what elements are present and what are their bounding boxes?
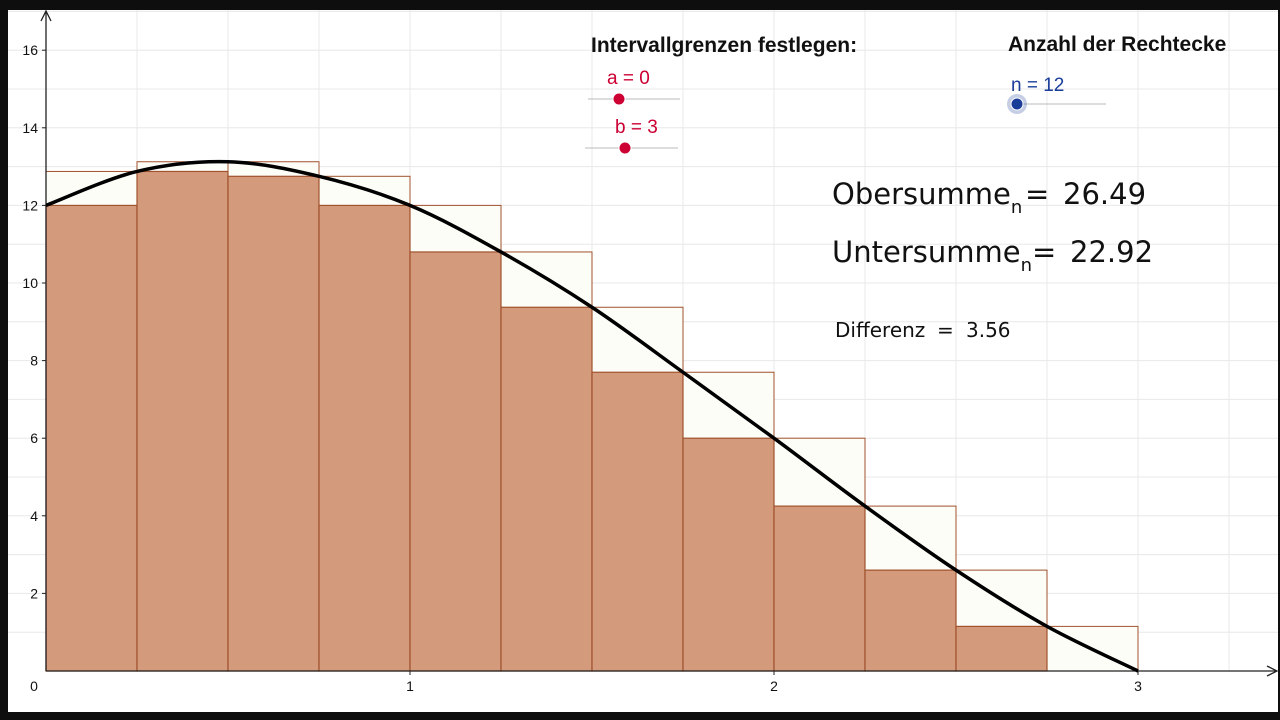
lower-rect [591,371,684,672]
lower-rect [500,306,593,672]
lower-rect [227,175,320,672]
y-tick-label: 8 [30,353,38,369]
untersumme-value: 22.92 [1070,235,1153,269]
slider-a-label: a = 0 [607,68,650,89]
obersumme-value: 26.49 [1063,177,1146,211]
x-tick-label: 0 [30,678,38,694]
slider-b[interactable]: b = 3 [585,117,678,155]
interval-heading: Intervallgrenzen festlegen: [591,34,857,57]
obersumme-text: Obersummen= 26.49 [832,177,1146,218]
y-tick-label: 12 [22,197,38,213]
slider-n[interactable]: n = 12 [1007,75,1106,114]
slider-b-label: b = 3 [615,117,658,138]
lower-rect [318,204,411,672]
lower-rect [136,170,229,672]
lower-rect [773,505,866,672]
count-heading: Anzahl der Rechtecke [1008,33,1226,56]
untersumme-subscript: n [1021,255,1032,276]
untersumme-text: Untersummen= 22.92 [832,235,1153,276]
obersumme-name: Obersumme [832,177,1011,211]
lower-rect [409,251,502,672]
lower-rect [682,437,775,672]
untersumme-name: Untersumme [832,235,1021,269]
x-tick-label: 2 [770,678,778,694]
lower-rect [864,569,957,672]
differenz-text: Differenz = 3.56 [835,318,1011,342]
y-tick-label: 16 [22,42,38,58]
differenz-value: 3.56 [966,318,1011,342]
function-curve [45,159,1139,673]
y-tick-label: 14 [22,120,38,136]
lower-rect [45,204,138,672]
obersumme-equals: = [1025,177,1049,211]
slider-a-handle[interactable] [612,92,626,106]
x-tick-label: 3 [1134,678,1142,694]
slider-b-handle[interactable] [618,141,632,155]
obersumme-subscript: n [1011,197,1022,218]
axes [40,9,1279,677]
untersumme-equals: = [1032,235,1056,269]
x-axis-arrow [1266,665,1279,677]
lower-rect [955,625,1048,672]
y-tick-label: 2 [30,585,38,601]
differenz-equals: = [937,318,954,342]
y-axis-arrow [40,9,52,22]
lower-rectangles [45,170,1048,672]
y-tick-label: 10 [22,275,38,291]
differenz-name: Differenz [835,318,925,342]
y-tick-label: 6 [30,430,38,446]
slider-a[interactable]: a = 0 [588,68,680,106]
slider-n-handle[interactable] [1010,97,1024,111]
slider-n-label: n = 12 [1011,75,1064,96]
y-tick-label: 4 [30,508,38,524]
x-tick-label: 1 [406,678,414,694]
